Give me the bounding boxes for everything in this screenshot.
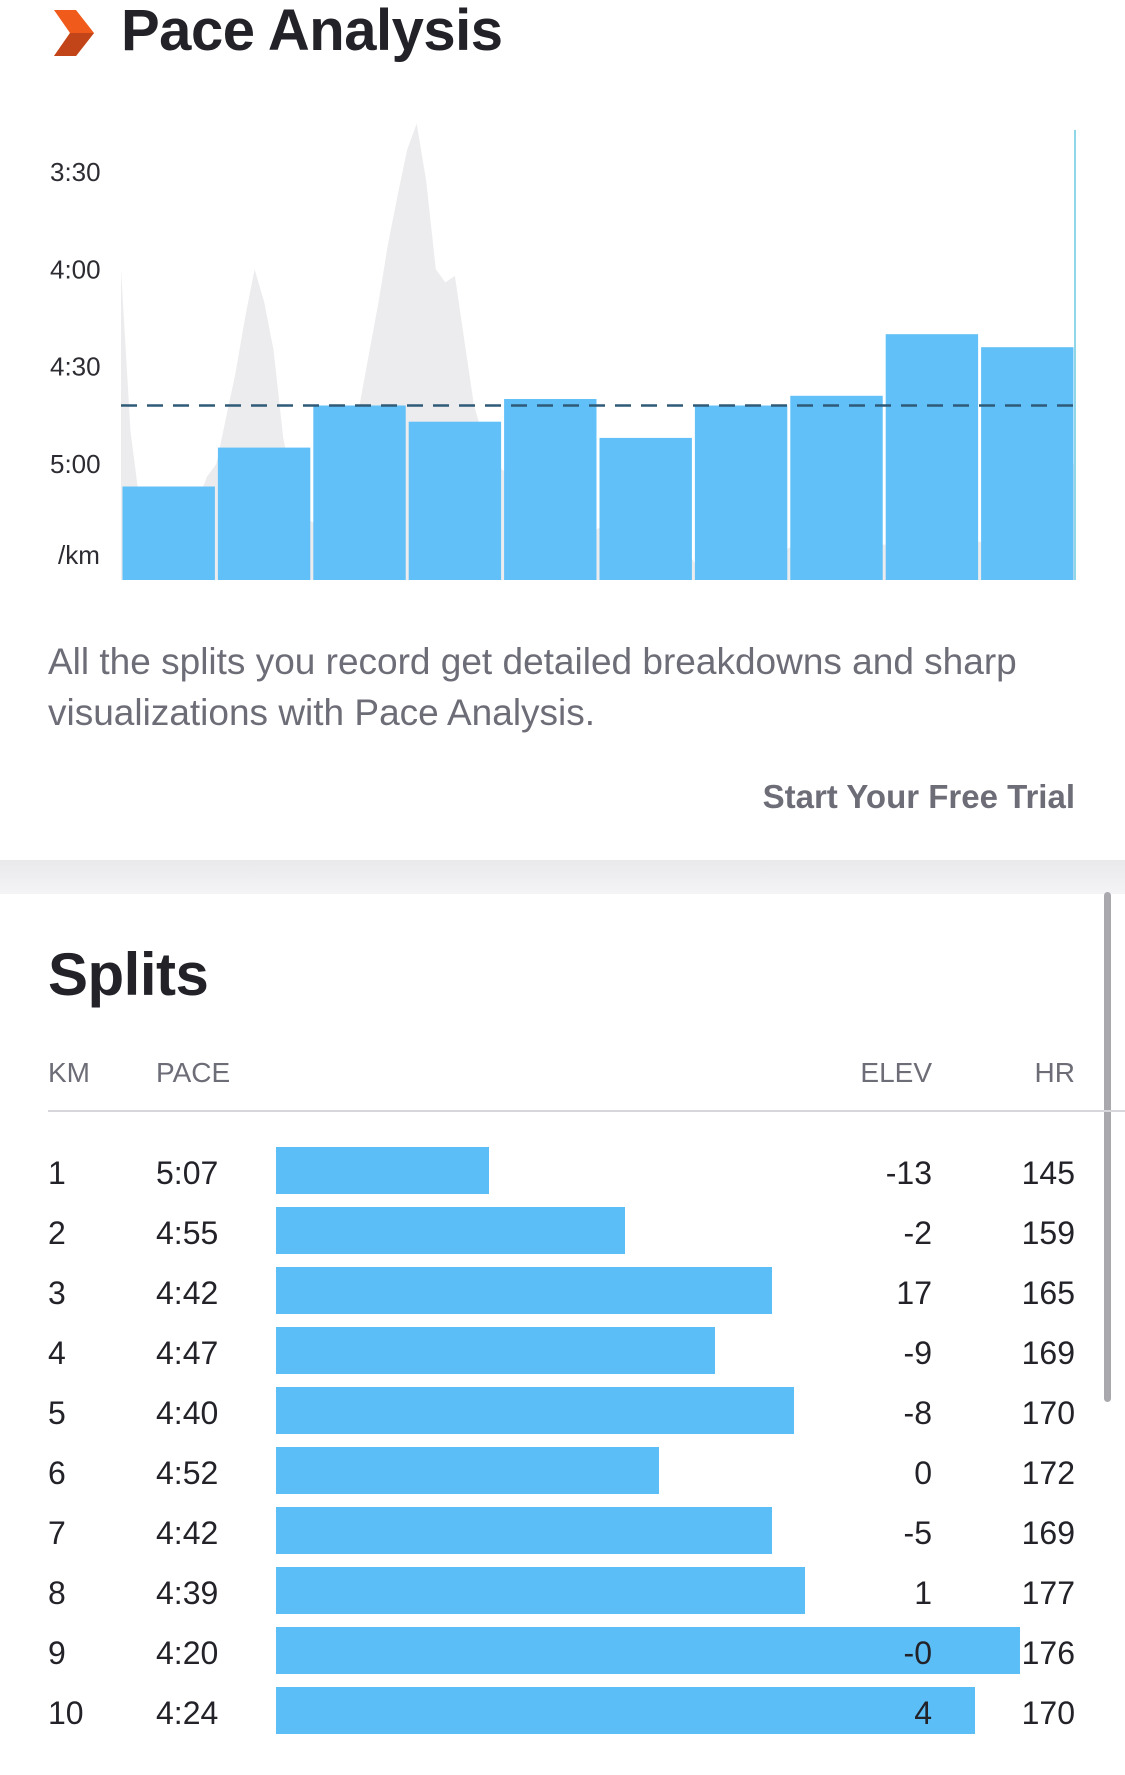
table-row: 2 4:55 -2 159 bbox=[0, 1207, 1125, 1267]
y-unit-label: /km bbox=[58, 540, 100, 570]
split-hr: 165 bbox=[1021, 1275, 1075, 1311]
split-elev: -0 bbox=[903, 1635, 932, 1671]
split-bar-km-5 bbox=[504, 399, 597, 580]
split-hr: 169 bbox=[1021, 1515, 1075, 1551]
split-km: 7 bbox=[48, 1515, 66, 1551]
split-pace: 4:39 bbox=[156, 1575, 219, 1611]
split-pace-bar bbox=[276, 1687, 975, 1734]
chevron-right-icon bbox=[54, 10, 94, 56]
split-hr: 170 bbox=[1021, 1395, 1075, 1431]
split-pace: 4:42 bbox=[156, 1275, 219, 1311]
split-elev: 17 bbox=[896, 1275, 932, 1311]
pace-analysis-description: All the splits you record get detailed b… bbox=[48, 641, 1017, 733]
split-km: 8 bbox=[48, 1575, 66, 1611]
split-hr: 170 bbox=[1021, 1695, 1075, 1731]
table-row: 10 4:24 4 170 bbox=[0, 1687, 1125, 1747]
table-row: 7 4:42 -5 169 bbox=[0, 1507, 1125, 1567]
split-pace: 4:42 bbox=[156, 1515, 219, 1551]
split-hr: 145 bbox=[1021, 1155, 1075, 1191]
section-divider bbox=[0, 860, 1125, 894]
split-pace-bar bbox=[276, 1147, 489, 1194]
split-bar-km-9 bbox=[885, 334, 979, 580]
split-km: 3 bbox=[48, 1275, 66, 1311]
split-bar-km-2 bbox=[217, 447, 311, 580]
split-pace: 4:24 bbox=[156, 1695, 219, 1731]
y-tick-label: 3:30 bbox=[50, 157, 101, 187]
split-bar-km-6 bbox=[599, 437, 692, 580]
split-hr: 176 bbox=[1021, 1635, 1075, 1671]
split-km: 5 bbox=[48, 1395, 66, 1431]
header-km: KM bbox=[48, 1057, 90, 1088]
split-elev: 4 bbox=[914, 1695, 932, 1731]
table-row: 6 4:52 0 172 bbox=[0, 1447, 1125, 1507]
split-elev: -2 bbox=[903, 1215, 932, 1251]
split-pace-bar bbox=[276, 1627, 1020, 1674]
split-pace-bar bbox=[276, 1207, 625, 1254]
split-elev: -8 bbox=[903, 1395, 932, 1431]
split-km: 2 bbox=[48, 1215, 66, 1251]
table-row: 1 5:07 -13 145 bbox=[0, 1147, 1125, 1207]
split-hr: 172 bbox=[1021, 1455, 1075, 1491]
split-hr: 177 bbox=[1021, 1575, 1075, 1611]
header-elev: ELEV bbox=[860, 1057, 932, 1088]
split-hr: 159 bbox=[1021, 1215, 1075, 1251]
split-bar-km-1 bbox=[122, 486, 215, 580]
scrollbar[interactable] bbox=[1104, 892, 1111, 1402]
split-elev: -9 bbox=[903, 1335, 932, 1371]
y-tick-label: 4:00 bbox=[50, 254, 101, 284]
split-km: 6 bbox=[48, 1455, 66, 1491]
split-pace: 5:07 bbox=[156, 1155, 219, 1191]
header: Pace Analysis bbox=[0, 0, 1125, 70]
split-pace-bar bbox=[276, 1507, 772, 1554]
header-hr: HR bbox=[1034, 1057, 1075, 1088]
split-pace: 4:47 bbox=[156, 1335, 219, 1371]
split-bar-km-8 bbox=[790, 395, 883, 580]
split-hr: 169 bbox=[1021, 1335, 1075, 1371]
split-bar-km-10 bbox=[981, 347, 1074, 580]
header-pace: PACE bbox=[156, 1057, 231, 1088]
table-row: 3 4:42 17 165 bbox=[0, 1267, 1125, 1327]
split-elev: -13 bbox=[885, 1155, 932, 1191]
split-pace-bar bbox=[276, 1567, 805, 1614]
table-row: 4 4:47 -9 169 bbox=[0, 1327, 1125, 1387]
split-bar-km-4 bbox=[408, 421, 502, 580]
split-bar-km-7 bbox=[694, 405, 788, 580]
split-elev: 0 bbox=[914, 1455, 932, 1491]
table-row: 5 4:40 -8 170 bbox=[0, 1387, 1125, 1447]
start-free-trial-link[interactable]: Start Your Free Trial bbox=[762, 778, 1075, 815]
split-pace: 4:52 bbox=[156, 1455, 219, 1491]
split-km: 4 bbox=[48, 1335, 66, 1371]
splits-title: Splits bbox=[48, 941, 209, 1008]
split-km: 1 bbox=[48, 1155, 66, 1191]
split-pace-bar bbox=[276, 1447, 659, 1494]
split-elev: 1 bbox=[914, 1575, 932, 1611]
split-km: 10 bbox=[48, 1695, 84, 1731]
table-row: 8 4:39 1 177 bbox=[0, 1567, 1125, 1627]
pace-analysis-chart: 3:30 4:00 4:30 5:00/km bbox=[50, 123, 1076, 580]
y-tick-label: 4:30 bbox=[50, 352, 101, 382]
splits-table: 1 5:07 -13 145 2 4:55 -2 159 3 4:42 17 1… bbox=[0, 1147, 1125, 1747]
split-elev: -5 bbox=[903, 1515, 932, 1551]
split-pace: 4:20 bbox=[156, 1635, 219, 1671]
split-km: 9 bbox=[48, 1635, 66, 1671]
split-bar-km-3 bbox=[313, 405, 406, 580]
split-pace: 4:40 bbox=[156, 1395, 219, 1431]
table-row: 9 4:20 -0 176 bbox=[0, 1627, 1125, 1687]
split-pace-bar bbox=[276, 1267, 772, 1314]
page-title: Pace Analysis bbox=[121, 0, 503, 63]
split-pace-bar bbox=[276, 1387, 794, 1434]
split-pace: 4:55 bbox=[156, 1215, 219, 1251]
table-header-rule bbox=[48, 1110, 1125, 1112]
y-tick-label: 5:00 bbox=[50, 449, 101, 479]
split-pace-bar bbox=[276, 1327, 715, 1374]
